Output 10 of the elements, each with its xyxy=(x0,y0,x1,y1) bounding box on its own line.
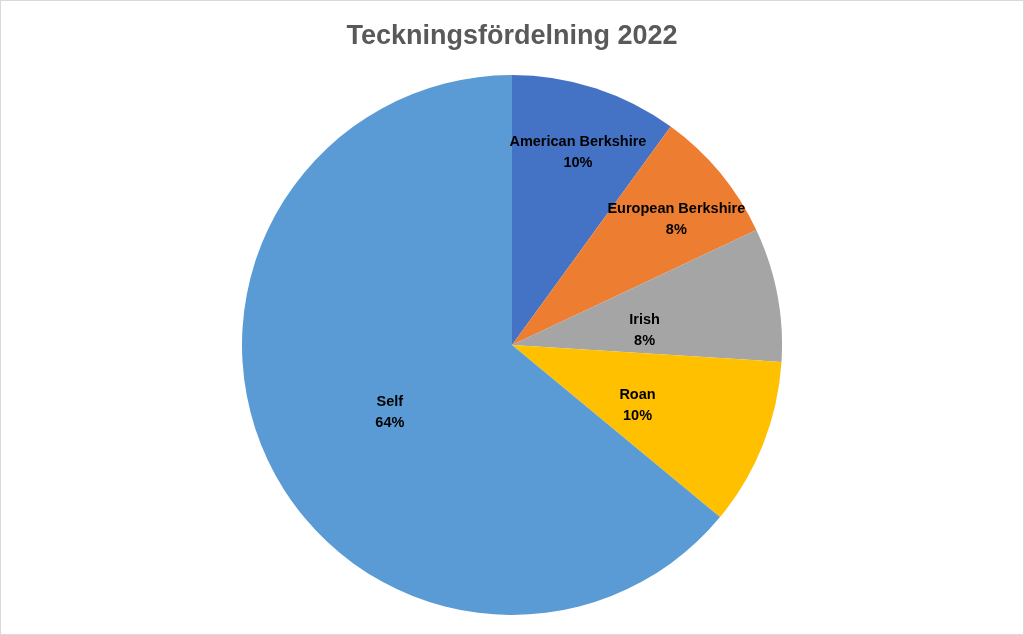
slice-label: Irish xyxy=(629,310,660,327)
data-label: 10% xyxy=(563,154,593,171)
data-label: 8% xyxy=(634,331,656,348)
data-label: 64% xyxy=(375,414,405,431)
data-label: 8% xyxy=(665,221,687,238)
slice-label: Self xyxy=(376,393,404,410)
slice-label: American Berkshire xyxy=(509,133,647,150)
chart-title: Teckningsfördelning 2022 xyxy=(346,20,678,50)
data-label: 10% xyxy=(623,406,653,423)
slice-label: Roan xyxy=(619,385,656,402)
